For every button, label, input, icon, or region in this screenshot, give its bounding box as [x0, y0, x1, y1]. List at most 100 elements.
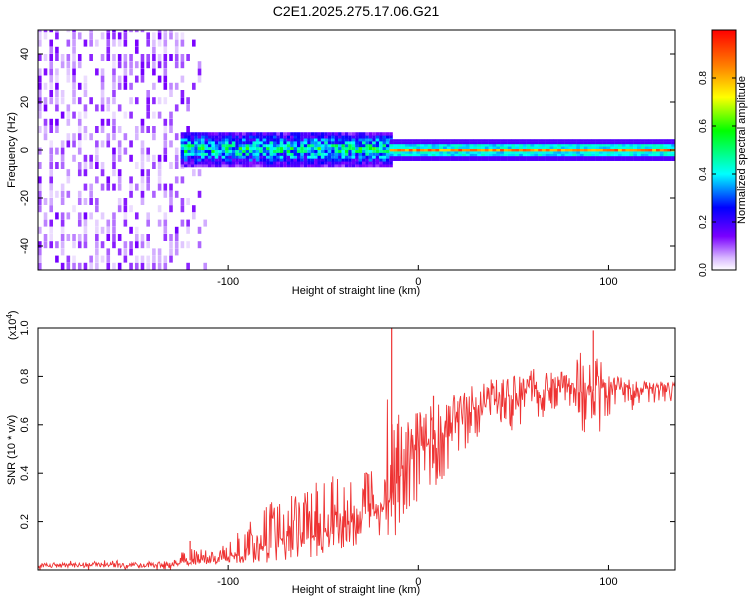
spectrogram-cell [273, 158, 277, 162]
spectrogram-cell [214, 138, 219, 142]
spectrogram-cell [667, 146, 672, 149]
spectrogram-cell [163, 212, 168, 220]
spectrogram-cell [362, 132, 366, 136]
spectrogram-cell [526, 151, 531, 154]
spectrogram-cell [174, 82, 179, 90]
spectrogram-cell [146, 97, 150, 105]
spectrogram-cell [140, 190, 145, 198]
spectrogram-cell [207, 146, 212, 151]
spectrogram-cell [307, 163, 311, 168]
spectrogram-cell [218, 158, 222, 162]
spectrogram-cell [331, 135, 335, 139]
spectrogram-cell [465, 139, 470, 142]
spectrogram-cell [146, 54, 150, 61]
spectrogram-cell [129, 140, 133, 148]
spectrogram-cell [252, 135, 256, 139]
spectrogram-cell [197, 226, 202, 234]
spectrogram-cell [100, 82, 105, 90]
spectrogram-cell [372, 146, 376, 151]
spectrogram-cell [112, 32, 116, 40]
spectrogram-cell [245, 163, 250, 168]
spectrogram-cell [362, 149, 366, 153]
spectrogram-cell [95, 198, 99, 205]
spectrogram-cell [310, 146, 315, 151]
spectrogram-cell [214, 135, 219, 139]
spectrogram-cell [314, 140, 318, 145]
spectrogram-cell [43, 118, 48, 126]
spectrogram-cell [296, 140, 301, 145]
spectrogram-cell [591, 156, 596, 159]
spectrogram-cell [557, 153, 562, 157]
spectrogram-cell [324, 146, 328, 151]
spectrogram-cell [214, 161, 219, 165]
spectrogram-cell [303, 149, 308, 153]
spectrogram-cell [507, 156, 512, 159]
spectrogram-cell [351, 135, 356, 139]
spectrogram-cell [252, 161, 256, 165]
spectrogram-cell [266, 155, 270, 159]
spectrogram-cell [462, 139, 467, 142]
spectrogram-cells [38, 30, 675, 270]
spectrogram-cell [507, 144, 512, 147]
spectrogram-cell [416, 153, 421, 157]
spectrogram-cell [640, 151, 645, 154]
spectrogram-cell [201, 149, 205, 153]
spectrogram-cell [424, 158, 429, 161]
spectrogram-cell [351, 138, 356, 142]
spectrogram-cell [55, 162, 59, 169]
spectrogram-cell [134, 75, 139, 83]
spectrogram-cell [365, 135, 369, 139]
spectrogram-cell [60, 154, 65, 162]
spectrogram-cell [477, 148, 482, 152]
spectrogram-cell [146, 241, 150, 249]
spectrogram-cell [95, 262, 99, 270]
spectrogram-cell [117, 169, 122, 177]
spectrogram-cell [218, 138, 222, 142]
spectrogram-cell [465, 146, 470, 149]
spectrogram-cell [269, 163, 274, 168]
spectrogram-cell [362, 163, 366, 168]
spectrogram-cell [134, 126, 139, 133]
spectrogram-cell [355, 140, 359, 145]
spectrogram-cell [192, 169, 196, 177]
spectrogram-cell [134, 30, 139, 33]
spectrogram-cell [228, 158, 232, 162]
spectrogram-cell [262, 152, 267, 156]
spectrogram-cell [560, 148, 565, 152]
spectrogram-cell [327, 138, 332, 142]
spectrogram-cell [290, 138, 294, 142]
spectrogram-cell [393, 153, 398, 157]
spectrogram-cell [112, 97, 116, 105]
spectrogram-cell [314, 155, 318, 159]
spectrogram-cell [221, 140, 226, 145]
spectrogram-cell [95, 219, 99, 227]
spectrogram-cell [568, 151, 573, 154]
spectrogram-cell [197, 241, 202, 249]
spectrogram-cell [186, 219, 190, 227]
spectrogram-cell [77, 198, 82, 205]
spectrogram-cell [279, 143, 284, 148]
spectrogram-cell [152, 97, 156, 105]
spectrogram-cell [66, 255, 71, 263]
spectrogram-cell [157, 205, 162, 213]
spectrogram-cell [317, 161, 321, 165]
spectrogram-cell [273, 161, 277, 165]
spectrogram-cell [146, 32, 150, 40]
spectrogram-cell [163, 46, 168, 54]
spectrogram-cell [279, 146, 284, 151]
spectrogram-cell [221, 152, 226, 156]
spectrogram-cell [140, 198, 145, 205]
spectrogram-cell [481, 156, 486, 159]
spectrogram-cell [372, 143, 376, 148]
spectrogram-cell [317, 143, 321, 148]
spectrogram-cell [338, 146, 342, 151]
spectrogram-cell [500, 158, 505, 161]
spectrogram-cell [252, 132, 256, 136]
spectrogram-cell [228, 138, 232, 142]
spectrogram-cell [663, 141, 668, 145]
spectrogram-cell [583, 148, 588, 152]
spectrogram-cell [180, 146, 185, 151]
spectrogram-cell [207, 163, 212, 168]
spectrogram-cell [617, 153, 622, 157]
spectrogram-cell [174, 104, 179, 112]
